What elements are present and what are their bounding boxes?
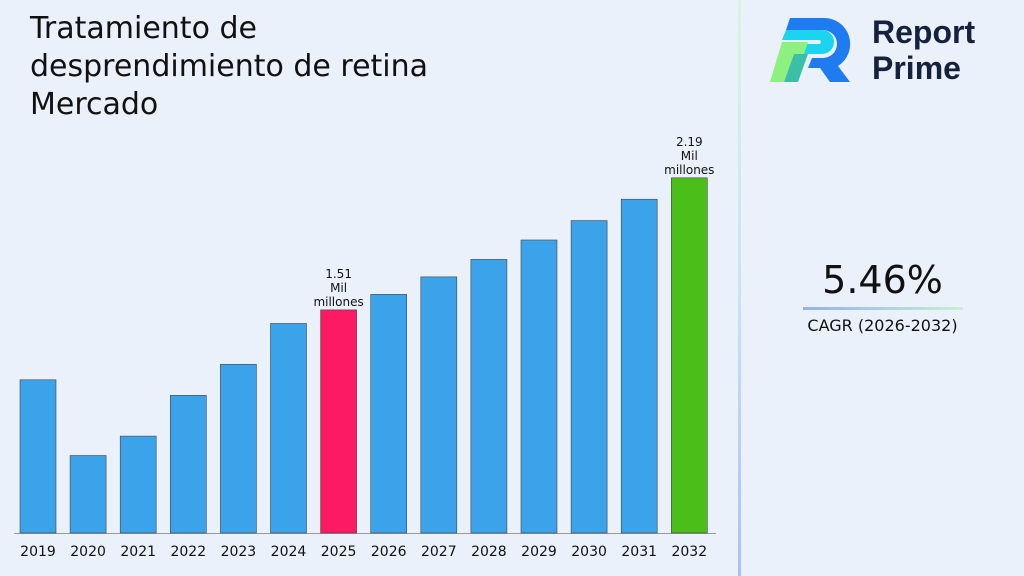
brand-line-1: Report: [872, 14, 976, 50]
report-prime-logo-icon: [770, 17, 851, 83]
bar-2021: [119, 435, 157, 534]
x-tick-label: 2031: [621, 544, 657, 560]
bar-2030: [570, 220, 608, 534]
x-tick-label: 2022: [170, 544, 206, 560]
bar-2026: [370, 294, 408, 534]
bar-2032: [670, 177, 708, 534]
x-tick-label: 2027: [421, 544, 457, 560]
brand-line-2: Prime: [872, 50, 961, 86]
cagr-label: CAGR (2026-2032): [807, 316, 958, 335]
data-label-2032: millones: [664, 163, 714, 177]
bar-2025: [320, 309, 357, 534]
data-label-2025: millones: [313, 295, 363, 309]
data-label-2025: Mil: [330, 281, 347, 295]
x-tick-label: 2024: [271, 544, 307, 560]
x-tick-label: 2026: [371, 544, 407, 560]
bar-2027: [420, 276, 458, 534]
cagr-underline: [803, 307, 963, 310]
data-label-2032: Mil: [681, 149, 698, 163]
bar-2024: [270, 323, 307, 534]
x-tick-label: 2029: [521, 544, 557, 560]
bar-2028: [470, 259, 508, 534]
data-label-2032: 2.19: [676, 135, 703, 149]
x-tick-label: 2019: [20, 544, 56, 560]
bar-2023: [220, 363, 257, 534]
x-tick-label: 2032: [671, 544, 707, 560]
cagr-value: 5.46%: [822, 258, 943, 302]
data-label-2025: 1.51: [325, 267, 352, 281]
bar-2031: [620, 198, 658, 534]
bar-2022: [170, 395, 207, 534]
x-tick-label: 2028: [471, 544, 507, 560]
bar-2020: [69, 455, 107, 534]
x-tick-label: 2030: [571, 544, 607, 560]
divider: [738, 0, 741, 576]
x-tick-label: 2021: [120, 544, 156, 560]
brand-name: Report Prime: [872, 14, 975, 86]
chart-title: Tratamiento de desprendimiento de retina…: [30, 11, 429, 122]
x-tick-label: 2025: [321, 544, 357, 560]
bar-chart: 2019 2020 2021 2022 2023 2024 20251.51Milmillo…: [14, 135, 716, 560]
x-tick-label: 2020: [70, 544, 106, 560]
x-tick-label: 2023: [221, 544, 257, 560]
bar-2019: [19, 379, 57, 534]
bar-2029: [520, 239, 558, 534]
